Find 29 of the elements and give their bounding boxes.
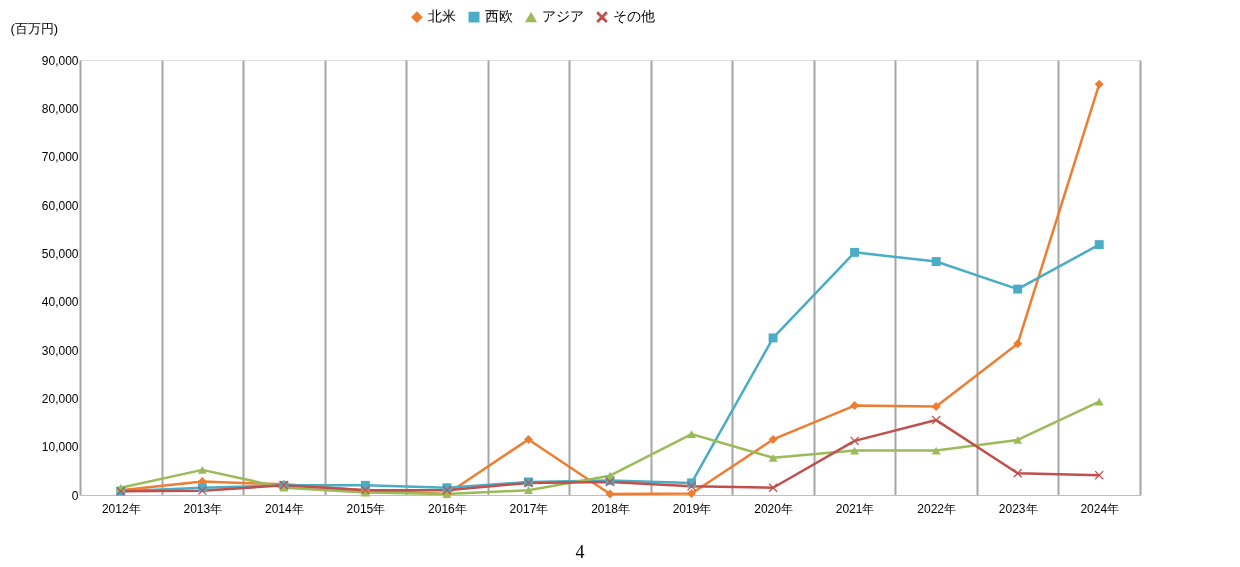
x-tick-label: 2017年 — [509, 501, 549, 516]
y-tick-label: 0 — [71, 488, 79, 503]
x-tick-label: 2023年 — [998, 501, 1038, 516]
x-tick-label: 2024年 — [1080, 501, 1120, 516]
legend-label: アジア — [542, 8, 584, 25]
x-tick-label: 2018年 — [591, 501, 630, 516]
text: 4 — [575, 542, 585, 562]
y-tick-label: 50,000 — [41, 246, 79, 261]
y-tick-label: 30,000 — [41, 343, 79, 358]
y-tick-label: 40,000 — [41, 295, 79, 310]
x-tick-label: 2021年 — [835, 501, 875, 516]
legend-label: その他 — [613, 8, 655, 25]
x-tick-label: 2015年 — [346, 501, 386, 516]
y-tick-label: 10,000 — [41, 440, 79, 455]
x-tick-label: 2014年 — [264, 501, 304, 516]
y-tick-label: 20,000 — [41, 391, 79, 406]
y-tick-label: 60,000 — [41, 198, 79, 213]
legend-label: 西欧 — [485, 8, 513, 25]
y-axis-title: (百万円) — [10, 20, 59, 36]
x-tick-label: 2020年 — [754, 501, 793, 516]
x-tick-label: 2016年 — [428, 501, 467, 516]
y-tick-label: 70,000 — [41, 150, 79, 165]
x-tick-label: 2012年 — [101, 501, 141, 516]
y-tick-label: 90,000 — [41, 53, 79, 68]
x-tick-label: 2022年 — [917, 501, 957, 516]
y-tick-label: 80,000 — [41, 101, 79, 116]
x-tick-label: 2019年 — [672, 501, 712, 516]
legend-label: 北米 — [428, 8, 456, 25]
x-tick-label: 2013年 — [183, 501, 223, 516]
